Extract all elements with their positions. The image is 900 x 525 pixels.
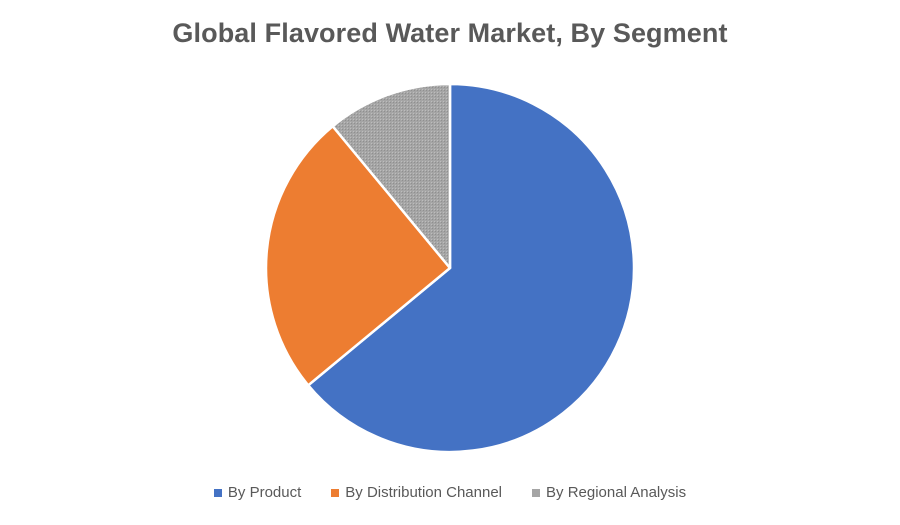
legend-label: By Product — [227, 484, 302, 501]
legend-swatch — [213, 488, 222, 497]
legend-item: By Product — [213, 484, 302, 501]
legend-label: By Distribution Channel — [345, 484, 503, 501]
pie-slice-by-distribution-channel — [264, 124, 452, 387]
legend-item: By Distribution Channel — [331, 484, 502, 501]
chart-legend: By Product By Distribution Channel By Regi… — [0, 484, 900, 501]
pie-slice-by-regional-analysis — [331, 82, 452, 270]
legend-label: By Regional Analysis — [546, 484, 687, 501]
pie-slice-by-product — [306, 82, 636, 454]
legend-swatch — [532, 488, 541, 497]
legend-item: By Regional Analysis — [532, 484, 686, 501]
chart-title: Global Flavored Water Market, By Segment — [172, 18, 728, 48]
legend-swatch — [331, 488, 340, 497]
